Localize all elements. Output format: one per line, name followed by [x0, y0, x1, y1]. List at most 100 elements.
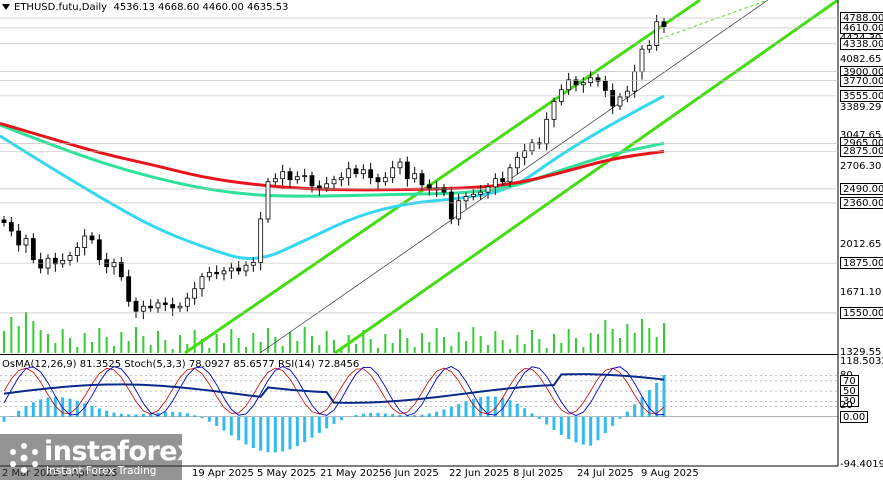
candle: [111, 258, 117, 275]
candle: [478, 185, 484, 200]
candle: [126, 269, 132, 307]
candle: [382, 172, 388, 186]
candle: [221, 267, 227, 281]
candle: [588, 70, 594, 87]
candle: [162, 297, 168, 312]
candle: [324, 176, 330, 192]
regression-channel: [184, 0, 839, 355]
channel-upper: [184, 0, 701, 355]
time-tick-label: 8 Jul 2025: [513, 468, 564, 479]
price-tick-label: 1875.00: [840, 257, 883, 270]
channel-mid-dotted: [659, 0, 769, 40]
channel-mid-line: [259, 0, 769, 354]
ma-cyan-line: [0, 94, 665, 260]
candle: [96, 234, 102, 265]
time-tick-label: 6 Jun 2025: [385, 468, 439, 479]
osma-zero-label: 0.00: [840, 410, 869, 423]
candle: [287, 167, 293, 188]
candle: [74, 242, 80, 263]
candle: [602, 75, 608, 98]
candle: [646, 40, 652, 54]
time-tick-label: 24 Jul 2025: [577, 468, 634, 479]
candle: [500, 171, 506, 186]
channel-lower: [334, 0, 839, 355]
candle: [280, 164, 286, 186]
candle: [514, 151, 520, 175]
candle: [522, 143, 528, 166]
candle: [184, 292, 190, 312]
candle: [214, 265, 220, 280]
candle: [265, 177, 271, 223]
stoch-signal-line: [3, 367, 665, 415]
indicator-tick-label: 30: [840, 395, 859, 408]
candle: [52, 252, 58, 272]
candle: [419, 169, 425, 191]
price-tick-label: 3389.29: [840, 102, 882, 114]
candle: [155, 299, 161, 314]
candle: [272, 173, 278, 188]
indicator-panel: [0, 366, 838, 453]
time-tick-label: 21 May 2025: [320, 468, 386, 479]
candle: [206, 266, 212, 281]
time-tick-label: 9 Aug 2025: [641, 468, 699, 479]
candle: [118, 256, 124, 281]
candle: [492, 173, 498, 195]
rsi-line: [3, 373, 665, 404]
candle: [89, 232, 95, 244]
price-tick-label: 4610.00: [840, 21, 883, 34]
price-tick-label: 1329.55: [840, 347, 882, 358]
candle: [610, 83, 616, 114]
candle: [412, 166, 418, 183]
dropdown-arrow-icon[interactable]: [2, 4, 10, 10]
price-tick-label: 3047.65: [840, 130, 882, 142]
candle: [360, 164, 366, 179]
time-tick-label: 5 May 2025: [257, 468, 316, 479]
time-tick-label: 22 Jun 2025: [449, 468, 510, 479]
candle: [529, 138, 535, 155]
price-tick-label: 2012.65: [840, 238, 882, 250]
candle: [243, 261, 249, 277]
candle: [470, 188, 476, 201]
candle: [573, 75, 579, 92]
candle: [8, 217, 14, 237]
stoch-main-line: [3, 366, 665, 417]
indicator-tick-label: 20: [840, 400, 853, 412]
candle: [397, 158, 403, 175]
candle: [30, 233, 36, 264]
candle: [448, 186, 454, 225]
candle: [346, 161, 352, 186]
candle: [368, 162, 374, 185]
candle: [456, 193, 462, 226]
watermark: instaforex Instant Forex Trading: [0, 434, 195, 480]
ohlc-values: 4536.13 4668.60 4460.00 4635.53: [113, 2, 289, 13]
price-tick-label: 2875.00: [840, 145, 883, 158]
candle: [661, 17, 667, 34]
candle: [199, 272, 205, 297]
time-tick-label: 19 Apr 2025: [192, 468, 254, 479]
candle: [507, 163, 513, 188]
candle: [250, 256, 256, 272]
candle: [133, 297, 139, 318]
candle: [331, 175, 337, 190]
candle: [192, 281, 198, 305]
candle: [148, 299, 154, 312]
price-tick-label: 1550.00: [840, 306, 883, 319]
instaforex-logo-icon: [10, 443, 38, 473]
indicator-tick-label: -94.4019: [840, 459, 883, 470]
candle: [258, 212, 264, 271]
price-tick-label: 3555.00: [840, 89, 883, 102]
candle: [294, 171, 300, 184]
price-tick-label: 2490.00: [840, 182, 883, 195]
watermark-tagline: Instant Forex Trading: [46, 465, 157, 477]
volume-bars: [3, 312, 665, 353]
candle: [302, 168, 308, 182]
candle: [595, 73, 601, 87]
candle: [390, 160, 396, 183]
candle: [16, 224, 22, 252]
price-tick-label: 2360.00: [840, 196, 883, 209]
candle: [485, 182, 491, 199]
candle: [82, 229, 88, 256]
candle: [441, 184, 447, 197]
candle: [544, 112, 550, 151]
